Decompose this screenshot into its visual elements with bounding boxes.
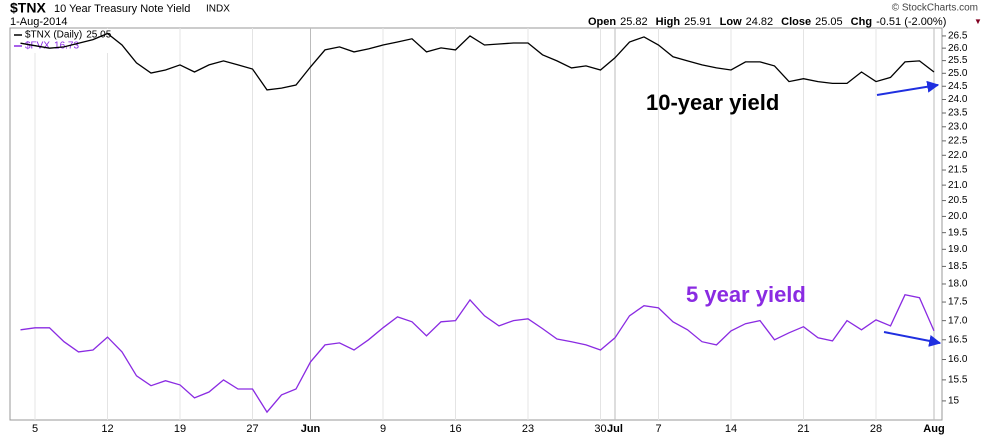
exchange: INDX xyxy=(206,4,230,15)
y-tick-label: 24.0 xyxy=(948,94,968,105)
y-tick-label: 16.0 xyxy=(948,354,968,365)
arrow xyxy=(883,331,942,347)
subtitle: 10 Year Treasury Note Yield xyxy=(54,3,190,15)
x-tick-label: 27 xyxy=(246,423,258,435)
annotation: 10-year yield xyxy=(646,90,779,115)
change-marker: ▼ xyxy=(974,17,982,26)
quote-value: 25.05 xyxy=(815,16,843,28)
x-tick-label: 28 xyxy=(870,423,882,435)
quote-label: High xyxy=(656,16,681,28)
y-tick-label: 18.5 xyxy=(948,261,968,272)
y-tick-label: 26.5 xyxy=(948,31,968,42)
quote-label: Chg xyxy=(851,16,872,28)
x-tick-label: 14 xyxy=(725,423,737,435)
quote-label: Close xyxy=(781,16,811,28)
x-tick-label: 21 xyxy=(797,423,809,435)
y-tick-label: 16.5 xyxy=(948,334,968,345)
quote-value: -0.51 (-2.00%) xyxy=(876,16,946,28)
x-tick-label: 30 xyxy=(594,423,606,435)
y-tick-label: 21.0 xyxy=(948,180,968,191)
x-tick-label: 12 xyxy=(101,423,113,435)
y-tick-label: 21.5 xyxy=(948,165,968,176)
legend-value: 25.05 xyxy=(86,30,111,41)
series-line xyxy=(20,32,935,91)
x-tick-label: Aug xyxy=(923,423,944,435)
quote-label: Low xyxy=(720,16,742,28)
y-tick-label: 15 xyxy=(948,396,960,407)
x-tick-label: Jun xyxy=(301,423,321,435)
x-tick-label: 19 xyxy=(174,423,186,435)
y-tick-label: 17.0 xyxy=(948,315,968,326)
y-tick-label: 24.5 xyxy=(948,81,968,92)
x-tick-label: 16 xyxy=(449,423,461,435)
y-tick-label: 25.0 xyxy=(948,68,968,79)
y-tick-label: 22.0 xyxy=(948,150,968,161)
x-tick-label: 23 xyxy=(522,423,534,435)
y-tick-label: 26.0 xyxy=(948,43,968,54)
y-tick-label: 19.0 xyxy=(948,244,968,255)
chart-title: $TNX xyxy=(10,0,46,16)
x-tick-label: Jul xyxy=(607,423,623,435)
y-tick-label: 17.5 xyxy=(948,297,968,308)
credit: © StockCharts.com xyxy=(892,3,978,14)
quote-label: Open xyxy=(588,16,616,28)
series-line xyxy=(20,294,935,414)
arrow xyxy=(876,80,940,96)
y-tick-label: 19.5 xyxy=(948,227,968,238)
y-tick-label: 20.0 xyxy=(948,211,968,222)
quote-value: 25.82 xyxy=(620,16,648,28)
grid xyxy=(34,28,946,420)
annotation: 5 year yield xyxy=(686,282,806,307)
y-tick-label: 20.5 xyxy=(948,195,968,206)
x-tick-label: 9 xyxy=(380,423,386,435)
legend: $TNX (Daily) 25.05$FVX 16.73 xyxy=(11,29,139,53)
y-tick-label: 25.5 xyxy=(948,55,968,66)
quote-value: 25.91 xyxy=(684,16,712,28)
date: 1-Aug-2014 xyxy=(10,16,68,28)
legend-label: $TNX (Daily) xyxy=(25,30,82,41)
y-tick-label: 18.0 xyxy=(948,279,968,290)
quote: Open 25.82 High 25.91 Low 24.82 Close 25.05 Chg -… xyxy=(588,16,946,28)
y-tick-label: 22.5 xyxy=(948,136,968,147)
y-tick-label: 15.5 xyxy=(948,375,968,386)
y-tick-label: 23.5 xyxy=(948,108,968,119)
x-tick-label: 5 xyxy=(32,423,38,435)
y-tick-label: 23.0 xyxy=(948,121,968,132)
quote-value: 24.82 xyxy=(746,16,774,28)
plot-frame xyxy=(9,27,943,421)
x-tick-label: 7 xyxy=(655,423,661,435)
